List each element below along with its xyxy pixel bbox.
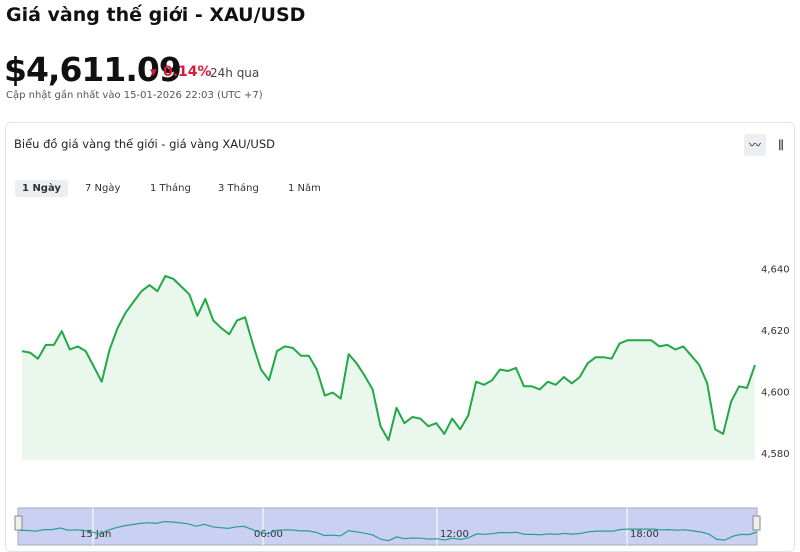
price: $4,611.09 bbox=[4, 50, 182, 89]
change: 0.14% bbox=[163, 64, 212, 80]
tab[interactable]: 1 Năm bbox=[288, 183, 321, 194]
tab[interactable]: 1 Ngày bbox=[15, 180, 68, 197]
nav-handle[interactable] bbox=[752, 515, 761, 531]
y-tick-label: 4,620 bbox=[761, 326, 790, 337]
nav-label: 06:00 bbox=[254, 529, 283, 540]
y-tick-label: 4,600 bbox=[761, 387, 790, 398]
down-arrow: ▼ bbox=[150, 68, 157, 78]
y-tick-label: 4,580 bbox=[761, 449, 790, 460]
price-line bbox=[21, 274, 756, 442]
tab[interactable]: 3 Tháng bbox=[218, 183, 259, 194]
navigator-line bbox=[19, 520, 758, 542]
nav-label: 15 Jan bbox=[80, 529, 111, 540]
candle-toggle[interactable]: ⫼ bbox=[778, 138, 784, 152]
updated: Cập nhật gần nhất vào 15-01-2026 22:03 (… bbox=[6, 90, 263, 101]
card-title: Biểu đồ giá vàng thế giới - giá vàng XAU… bbox=[14, 137, 276, 151]
page-title: Giá vàng thế giới - XAU/USD bbox=[6, 4, 306, 26]
line-toggle[interactable]: 〰 bbox=[744, 134, 766, 156]
tab[interactable]: 1 Tháng bbox=[150, 183, 191, 194]
nav-handle[interactable] bbox=[14, 515, 23, 531]
y-tick-label: 4,640 bbox=[761, 265, 790, 276]
nav-label: 12:00 bbox=[440, 529, 469, 540]
area-fill bbox=[22, 275, 755, 460]
tab[interactable]: 7 Ngày bbox=[85, 183, 121, 194]
nav-label: 18:00 bbox=[630, 529, 659, 540]
period: 24h qua bbox=[210, 66, 260, 80]
